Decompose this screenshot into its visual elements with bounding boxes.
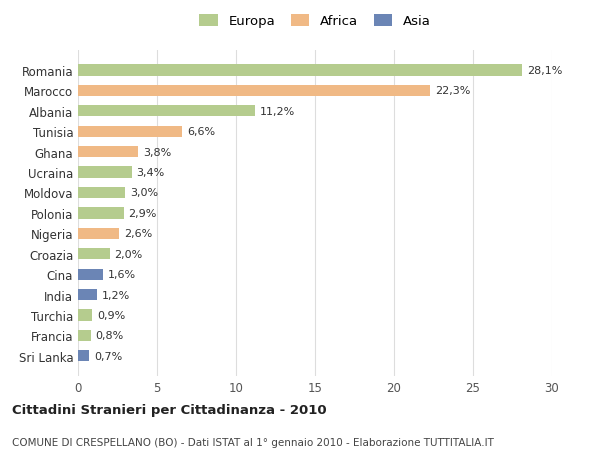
Bar — [78, 65, 522, 77]
Text: 3,4%: 3,4% — [136, 168, 165, 178]
Bar — [78, 350, 89, 362]
Text: COMUNE DI CRESPELLANO (BO) - Dati ISTAT al 1° gennaio 2010 - Elaborazione TUTTIT: COMUNE DI CRESPELLANO (BO) - Dati ISTAT … — [12, 437, 494, 447]
Bar — [78, 269, 103, 280]
Text: 3,8%: 3,8% — [143, 147, 171, 157]
Bar — [78, 289, 97, 301]
Bar — [78, 126, 182, 138]
Text: 2,0%: 2,0% — [115, 249, 143, 259]
Bar — [78, 208, 124, 219]
Text: 2,9%: 2,9% — [128, 208, 157, 218]
Text: 1,6%: 1,6% — [108, 269, 136, 280]
Text: 1,2%: 1,2% — [102, 290, 130, 300]
Text: 0,7%: 0,7% — [94, 351, 122, 361]
Text: 0,8%: 0,8% — [95, 330, 124, 341]
Bar — [78, 86, 430, 97]
Text: 28,1%: 28,1% — [527, 66, 562, 76]
Text: Cittadini Stranieri per Cittadinanza - 2010: Cittadini Stranieri per Cittadinanza - 2… — [12, 403, 326, 416]
Bar — [78, 330, 91, 341]
Bar — [78, 167, 132, 178]
Bar — [78, 249, 110, 260]
Bar — [78, 228, 119, 240]
Text: 6,6%: 6,6% — [187, 127, 215, 137]
Text: 11,2%: 11,2% — [260, 106, 295, 117]
Bar — [78, 310, 92, 321]
Bar — [78, 147, 138, 158]
Legend: Europa, Africa, Asia: Europa, Africa, Asia — [199, 15, 431, 28]
Bar — [78, 187, 125, 199]
Text: 0,9%: 0,9% — [97, 310, 125, 320]
Bar — [78, 106, 255, 117]
Text: 3,0%: 3,0% — [130, 188, 158, 198]
Text: 22,3%: 22,3% — [435, 86, 470, 96]
Text: 2,6%: 2,6% — [124, 229, 152, 239]
